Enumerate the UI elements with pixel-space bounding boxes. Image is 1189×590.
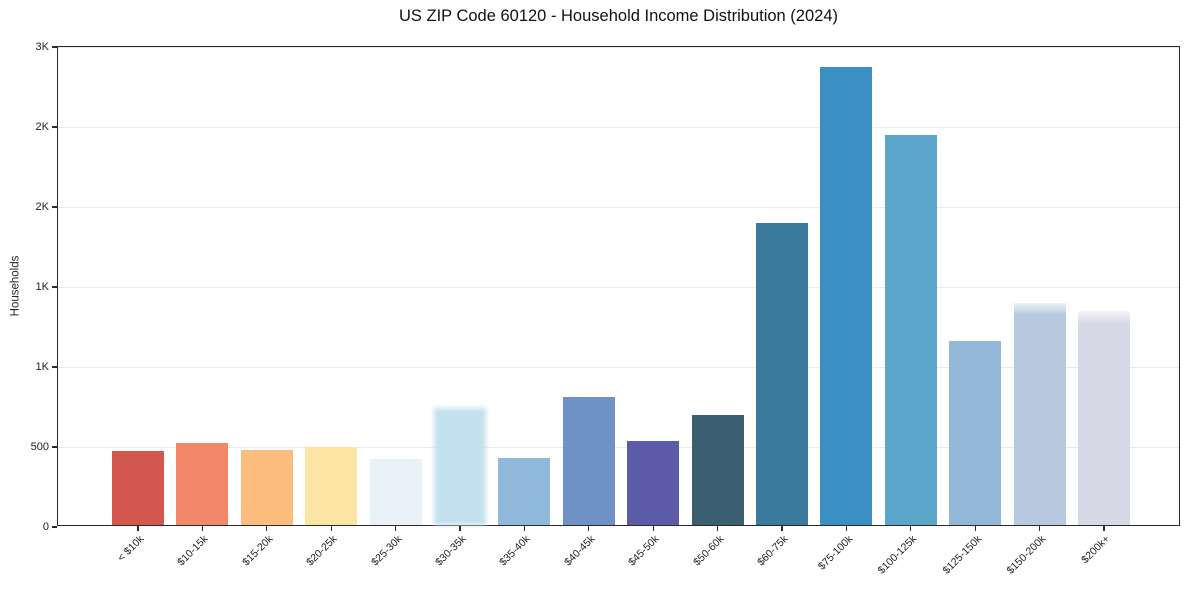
y-tick-mark — [52, 526, 57, 528]
gridline — [58, 287, 1179, 288]
bar-$100-125k — [884, 135, 937, 525]
x-tick-label: < $10k — [115, 533, 147, 564]
y-tick-label: 500 — [30, 441, 49, 453]
y-tick-mark — [52, 206, 57, 208]
x-tick-label: $75-100k — [815, 533, 855, 573]
bar-$20-25k — [305, 447, 358, 525]
bar-$60-75k — [756, 223, 808, 525]
x-tick-mark — [266, 526, 268, 531]
x-tick-label: $100-125k — [875, 533, 920, 577]
y-tick-label: 1K — [35, 361, 49, 373]
chart-title: US ZIP Code 60120 - Household Income Dis… — [398, 7, 838, 25]
y-tick-label: 3K — [35, 41, 49, 53]
x-tick-mark — [1039, 526, 1041, 531]
y-tick-mark — [52, 366, 57, 368]
x-tick-mark — [781, 526, 783, 531]
bar-$45-50k — [627, 441, 680, 525]
x-tick-label: $10-15k — [175, 533, 211, 569]
x-tick-label: $50-60k — [690, 533, 727, 569]
bar-$10-15k — [176, 443, 229, 525]
y-axis-title-container: Households — [0, 46, 30, 526]
y-tick-label: 2K — [35, 121, 49, 133]
bar-$40-45k — [562, 397, 615, 525]
y-tick-mark — [52, 446, 57, 448]
gridline — [58, 367, 1179, 368]
x-tick-mark — [330, 526, 332, 531]
gridline — [58, 47, 1179, 48]
x-tick-mark — [652, 526, 654, 531]
x-tick-mark — [201, 526, 203, 531]
bar-$30-35k — [434, 408, 486, 525]
bar-$150-200k — [1013, 303, 1066, 525]
x-tick-label: $25-30k — [368, 533, 405, 569]
x-tick-label: $20-25k — [304, 533, 340, 569]
y-tick-mark — [52, 46, 57, 48]
x-tick-mark — [717, 526, 719, 531]
x-tick-label: $40-45k — [561, 533, 598, 569]
y-axis-title: Households — [9, 255, 22, 317]
bar-$75-100k — [820, 67, 873, 525]
bar-$35-40k — [498, 457, 551, 525]
bar-$125-150k — [949, 341, 1002, 525]
x-tick-label: $15-20k — [239, 533, 276, 569]
x-tick-label: $125-150k — [940, 533, 984, 577]
gridline — [58, 127, 1179, 128]
x-tick-mark — [974, 526, 976, 531]
x-tick-mark — [459, 526, 461, 531]
bar-$15-20k — [240, 449, 293, 525]
x-tick-label: $30-35k — [433, 533, 469, 569]
x-tick-label: $200k+ — [1079, 533, 1113, 567]
gridline — [58, 447, 1179, 448]
bar-$200k+ — [1078, 310, 1130, 525]
x-tick-mark — [910, 526, 912, 531]
x-tick-label: $45-50k — [626, 533, 662, 569]
y-tick-label: 0 — [42, 521, 49, 533]
bar-< $10k — [112, 450, 164, 525]
x-tick-mark — [845, 526, 847, 531]
y-tick-mark — [52, 286, 57, 288]
y-tick-mark — [52, 126, 57, 128]
bar-$25-30k — [369, 459, 422, 525]
x-tick-mark — [1103, 526, 1105, 531]
x-tick-mark — [523, 526, 525, 531]
x-tick-label: $35-40k — [497, 533, 533, 569]
x-tick-label: $150-200k — [1004, 533, 1049, 577]
x-tick-mark — [395, 526, 397, 531]
gridline — [58, 207, 1179, 208]
x-tick-mark — [137, 526, 139, 531]
x-tick-label: $60-75k — [755, 533, 791, 569]
plot-area: 0 500 1K 1K 2K 2K 3K < $10k $10-15k $15-20k $20-25… — [31, 41, 1180, 577]
y-tick-label: 1K — [35, 281, 49, 293]
bar-$50-60k — [691, 415, 744, 525]
y-tick-label: 2K — [35, 201, 49, 213]
x-tick-mark — [588, 526, 590, 531]
